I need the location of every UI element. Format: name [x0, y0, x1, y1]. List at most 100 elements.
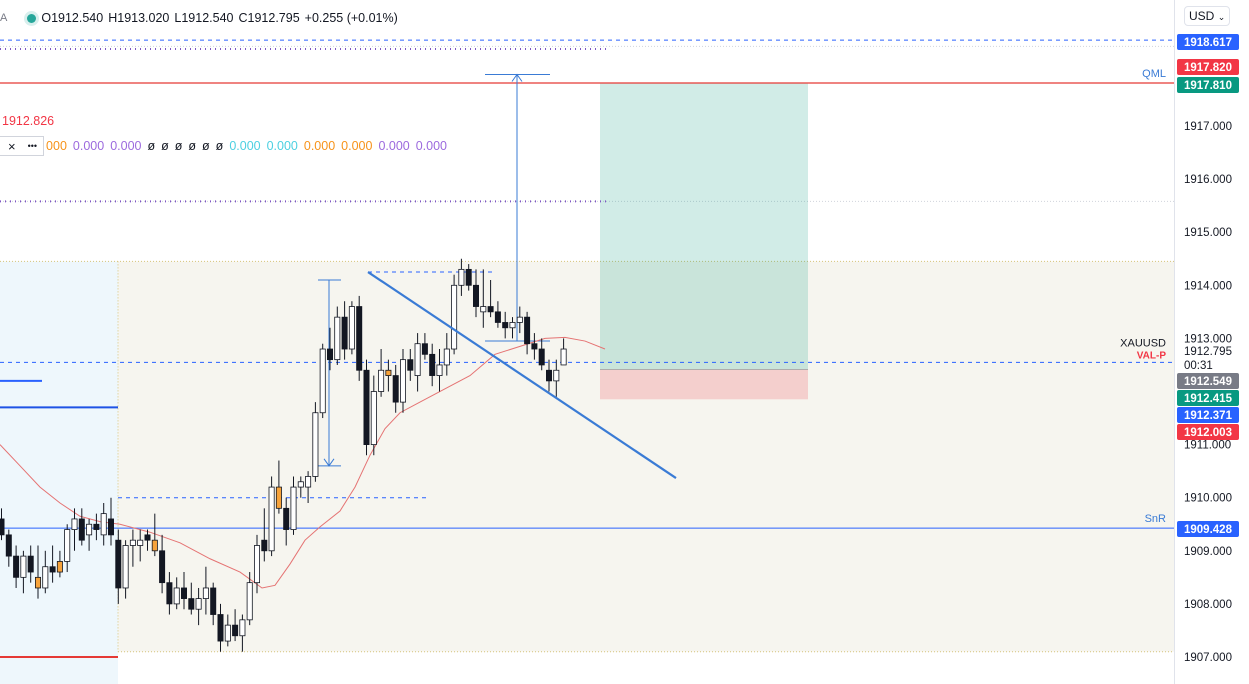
price-label-text: 1909.428 — [1184, 524, 1233, 536]
candle-body — [5, 534, 12, 557]
candle — [224, 614, 231, 647]
close-label: C — [238, 11, 248, 25]
price-tick: 1907.000 — [1184, 652, 1232, 664]
high-label: H — [108, 11, 118, 25]
candle-body — [115, 539, 122, 589]
candle — [348, 301, 355, 355]
indicator-legend: × ••• 000 0.000 0.000 ø ø ø ø ø ø 0.000 0.000 0.000… — [0, 136, 453, 156]
price-label-text: 00:31 — [1184, 360, 1213, 372]
candle — [27, 545, 34, 583]
candle — [5, 529, 12, 567]
low-number: 1912.540 — [181, 11, 234, 25]
price-label-text: 1917.820 — [1184, 62, 1232, 74]
candle — [414, 333, 421, 392]
candle-body — [166, 582, 173, 605]
candle-body — [436, 364, 443, 376]
candle-body — [195, 598, 202, 610]
price-label: 00:31 — [1177, 357, 1239, 373]
candle — [275, 460, 282, 514]
candle-body — [472, 284, 479, 307]
candle-body — [356, 306, 363, 371]
candle — [407, 349, 414, 381]
candle — [217, 603, 224, 652]
candle — [144, 529, 151, 551]
indicator-value-item: 0.000 — [341, 139, 373, 153]
candle-body — [151, 539, 158, 552]
indicator-value-item: 0.000 — [415, 139, 447, 153]
ohlc-legend: A O1912.540 H1913.020 L1912.540 C1912.79… — [0, 6, 403, 30]
candle — [253, 534, 260, 594]
price-tick: 1909.000 — [1184, 546, 1232, 558]
candle-body — [129, 539, 136, 546]
candle-body — [20, 555, 27, 578]
price-axis-labels: 1917.000 1916.000 1915.000 1914.000 1913.000… — [1177, 34, 1239, 664]
candle — [326, 327, 333, 371]
candle-body — [305, 476, 312, 488]
candle-body — [334, 316, 341, 361]
candle — [546, 359, 553, 392]
candle-body — [202, 587, 209, 599]
candle — [516, 306, 523, 334]
candle — [283, 497, 290, 546]
candle-body — [122, 545, 129, 589]
candle — [115, 529, 122, 604]
candle-body — [283, 507, 290, 530]
candle — [232, 609, 239, 642]
candle — [356, 295, 363, 381]
candle-body — [392, 375, 399, 403]
price-label-bg — [1177, 59, 1239, 75]
candle — [180, 572, 187, 610]
candle-body — [524, 316, 531, 345]
candle-body — [188, 598, 195, 610]
currency-select[interactable]: USD ⌄ — [1184, 6, 1231, 26]
open-value: O1912.540 — [41, 11, 103, 25]
candle — [436, 349, 443, 392]
candle — [524, 311, 531, 355]
price-label-text: 1918.617 — [1184, 37, 1232, 49]
candle — [363, 359, 370, 456]
measure-arrow-2-head — [511, 73, 523, 82]
trend-line — [367, 271, 677, 479]
chart-area[interactable]: QML SnR XAUUSD VAL-P A O1912.540 H1913.020 … — [0, 0, 1174, 684]
indicator-values: 000 0.000 0.000 ø ø ø ø ø ø 0.000 0.000 0.000 0.000 0… — [46, 139, 453, 153]
price-label-text: 1912.795 — [1184, 346, 1232, 358]
candle-body — [458, 268, 465, 286]
price-tick: 1908.000 — [1184, 599, 1232, 611]
candle — [78, 508, 85, 546]
candle-body — [421, 343, 428, 355]
candle — [305, 471, 312, 504]
price-label-bg — [1177, 390, 1239, 406]
price-label-text: 1912.003 — [1184, 427, 1232, 439]
candle-body — [217, 614, 224, 642]
more-icon[interactable]: ••• — [27, 141, 38, 151]
snr-label: SnR — [1145, 513, 1166, 525]
candle — [64, 524, 71, 573]
candle-body — [341, 316, 348, 350]
symbol-label: XAUUSD — [1120, 337, 1166, 349]
candle-body — [71, 518, 78, 530]
candle-body — [246, 582, 253, 621]
candle — [166, 572, 173, 615]
candle — [13, 545, 20, 588]
candle — [49, 545, 56, 583]
price-label: 1918.617 — [1177, 34, 1239, 50]
price-axis[interactable]: USD ⌄ 1917.000 1916.000 1915.000 1914.000 19… — [1174, 0, 1249, 684]
candle-body — [531, 343, 538, 350]
candle — [392, 364, 399, 413]
close-icon[interactable]: × — [8, 138, 16, 154]
candle-body — [56, 561, 63, 573]
candle-body — [173, 587, 180, 605]
candle — [312, 402, 319, 482]
candle — [173, 577, 180, 610]
candle-body — [100, 513, 107, 536]
candle — [268, 476, 275, 557]
candle — [494, 301, 501, 328]
change-value: +0.255 (+0.01%) — [304, 11, 398, 25]
stop-zone — [600, 369, 808, 400]
indicator-value-item: ø — [215, 139, 224, 153]
candle-body — [538, 348, 545, 366]
range-box — [0, 261, 1174, 652]
price-label-bg — [1177, 343, 1239, 359]
candle-body — [480, 306, 487, 313]
